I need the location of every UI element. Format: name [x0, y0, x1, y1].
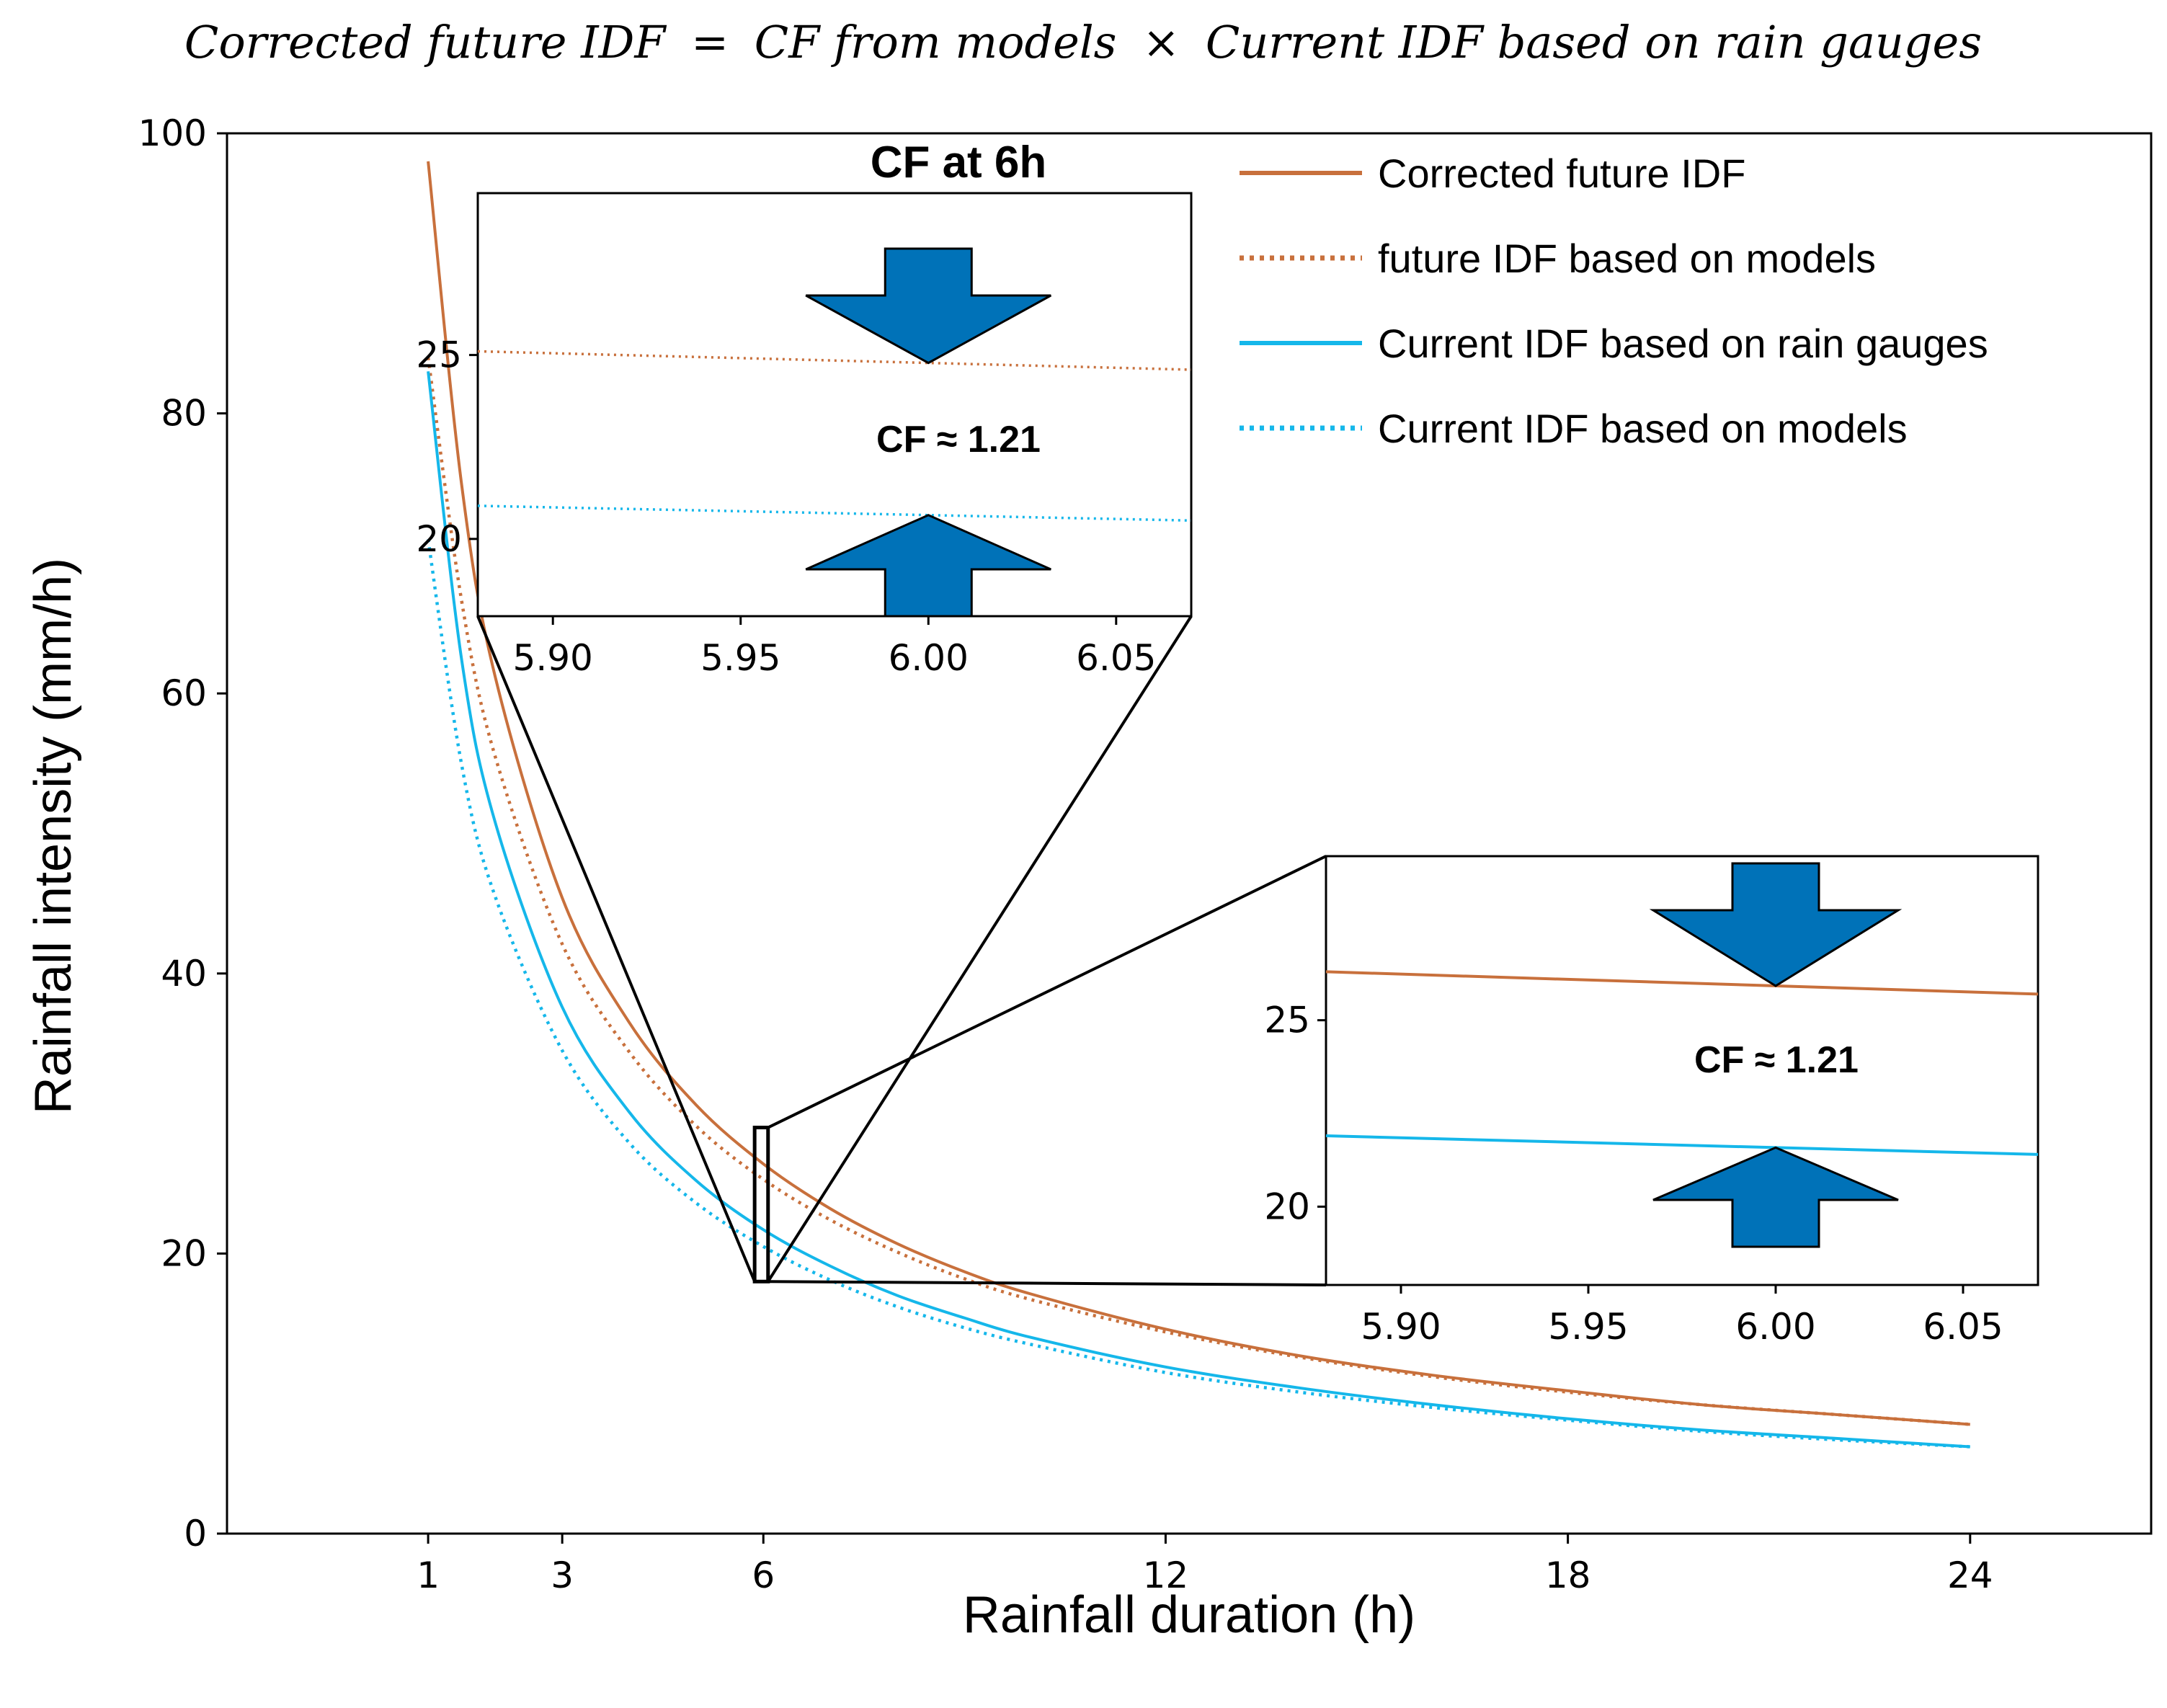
title-right: Current IDF based on rain gauges — [1206, 16, 1982, 68]
inset-models-title: CF at 6h — [871, 138, 1047, 187]
inset-x-tick-label: 5.90 — [1361, 1306, 1441, 1348]
inset-x-tick-label: 5.95 — [700, 637, 780, 679]
series-line-2 — [426, 357, 1970, 1426]
zoom-connector — [767, 855, 1327, 1129]
x-tick-label: 18 — [1545, 1554, 1591, 1596]
title-left: Corrected future IDF — [184, 16, 667, 68]
x-axis-label: Rainfall duration (h) — [963, 1586, 1415, 1644]
y-tick-label: 80 — [161, 393, 207, 435]
inset-models-background — [476, 192, 1193, 618]
inset-x-tick-label: 6.05 — [1923, 1306, 2003, 1348]
y-tick-label: 0 — [184, 1513, 207, 1554]
x-tick-label: 6 — [752, 1554, 775, 1596]
inset-models-cf-annotation: CF ≈ 1.21 — [876, 419, 1041, 461]
y-tick-label: 100 — [138, 112, 207, 154]
inset-x-tick-label: 6.00 — [889, 637, 969, 679]
y-tick-label: 40 — [161, 953, 207, 995]
inset-series-line-2 — [477, 504, 1192, 522]
legend-label: Corrected future IDF — [1378, 151, 1745, 196]
inset-x-tick-label: 6.05 — [1076, 637, 1156, 679]
down-arrow-icon — [1649, 862, 1903, 987]
y-tick-label: 20 — [161, 1232, 207, 1274]
inset-models-series — [477, 350, 1192, 522]
up-arrow-icon — [1652, 1146, 1899, 1248]
x-tick-label: 12 — [1143, 1554, 1189, 1596]
main-axis-ticks: 1 3 6 12 18 24 0 20 40 60 80 100 — [138, 112, 1993, 1596]
inset-x-tick-label: 5.90 — [513, 637, 593, 679]
y-axis-label: Rainfall intensity (mm/h) — [25, 558, 82, 1114]
series-line-3 — [427, 371, 1970, 1449]
zoom-box — [752, 1126, 770, 1284]
inset-gauges: CF ≈ 1.21 5.90 5.95 6.00 6.05 20 25 — [1264, 855, 2039, 1348]
main-plot-frame — [226, 132, 2153, 1535]
zoom-connector — [767, 1280, 1327, 1286]
inset-series-line-2 — [1325, 1134, 2039, 1156]
inset-models: CF at 6h CF ≈ 1.21 5.90 5.95 6.00 6.05 20 25 — [416, 138, 1193, 679]
inset-gauges-cf-annotation: CF ≈ 1.21 — [1694, 1039, 1859, 1081]
down-arrow-icon — [805, 247, 1051, 365]
series-line-1 — [427, 161, 1970, 1426]
inset-x-tick-label: 6.00 — [1735, 1306, 1815, 1348]
inset-series-line-1 — [477, 350, 1192, 371]
x-tick-label: 1 — [417, 1554, 440, 1596]
title-mid: CF from models — [755, 16, 1117, 68]
legend: Corrected future IDF future IDF based on … — [1240, 151, 1988, 451]
zoom-connector-lines — [476, 615, 1327, 1286]
legend-label: Current IDF based on rain gauges — [1378, 321, 1988, 366]
inset-gauges-ticks: 5.90 5.95 6.00 6.05 20 25 — [1264, 1000, 2003, 1348]
title-equals: = — [691, 16, 729, 68]
zoom-connector — [476, 615, 757, 1283]
legend-label: future IDF based on models — [1378, 236, 1876, 281]
inset-gauges-series — [1325, 970, 2039, 1156]
inset-x-tick-label: 5.95 — [1548, 1306, 1628, 1348]
title-times: × — [1142, 16, 1180, 68]
inset-y-tick-label: 25 — [1264, 1000, 1310, 1041]
x-tick-label: 3 — [551, 1554, 574, 1596]
inset-y-tick-label: 25 — [416, 334, 462, 376]
main-series-lines — [426, 161, 1970, 1449]
equation-title: Corrected future IDF = CF from models × … — [184, 16, 1982, 68]
inset-gauges-arrows — [1649, 862, 1903, 1248]
zoom-connector — [767, 615, 1193, 1283]
x-tick-label: 24 — [1947, 1554, 1993, 1596]
y-tick-label: 60 — [161, 672, 207, 714]
inset-models-ticks: 5.90 5.95 6.00 6.05 20 25 — [416, 334, 1156, 679]
inset-y-tick-label: 20 — [416, 518, 462, 560]
inset-series-line-1 — [1325, 970, 2039, 996]
inset-y-tick-label: 20 — [1264, 1186, 1310, 1227]
legend-label: Current IDF based on models — [1378, 406, 1908, 451]
up-arrow-icon — [805, 514, 1051, 618]
inset-models-arrows — [805, 247, 1051, 618]
